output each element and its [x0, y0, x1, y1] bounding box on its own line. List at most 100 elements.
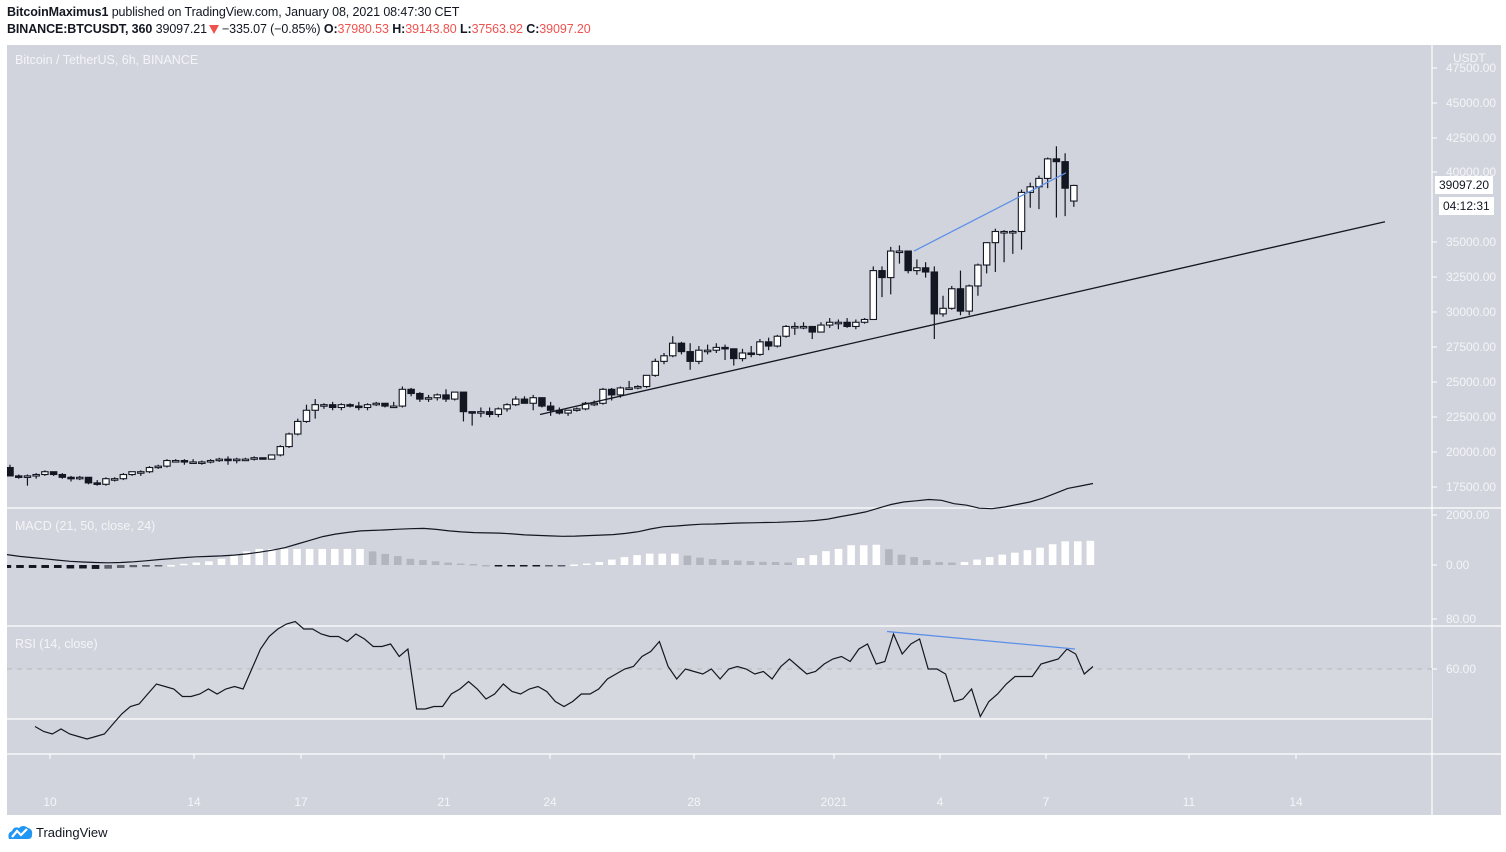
candle-down	[407, 388, 415, 395]
candle-down	[878, 270, 886, 279]
candle-up	[372, 402, 380, 406]
close-value: 39097.20	[539, 22, 591, 36]
candle-down	[921, 267, 930, 273]
candle-up	[834, 321, 843, 325]
candle-up	[215, 458, 224, 462]
chart-area[interactable]: Bitcoin / TetherUS, 6h, BINANCE MACD (21…	[7, 45, 1501, 815]
candle-up	[154, 465, 162, 469]
candle-down	[686, 351, 694, 362]
macd-line	[7, 482, 1094, 564]
candle-down	[93, 482, 101, 485]
candle-up	[738, 352, 747, 360]
macd-histogram-bar	[633, 555, 641, 565]
macd-histogram-bar	[368, 551, 377, 565]
candle-up	[76, 476, 84, 480]
candle-up	[424, 397, 433, 400]
chart-canvas[interactable]	[7, 45, 1501, 815]
macd-histogram-bar	[658, 553, 667, 565]
macd-histogram-bar	[280, 548, 289, 565]
macd-histogram-bar	[154, 565, 163, 567]
candle-up	[241, 458, 250, 462]
time-tick-label: 21	[437, 795, 451, 809]
candle-down	[49, 471, 58, 476]
macd-histogram-bar	[973, 559, 981, 565]
macd-histogram-bar	[708, 559, 717, 565]
macd-histogram-bar	[683, 555, 692, 565]
candle-up	[1017, 191, 1026, 233]
macd-histogram-bar	[7, 565, 12, 568]
rsi-line	[34, 620, 1094, 740]
candle-up	[581, 402, 590, 410]
candle-up	[782, 325, 790, 337]
currency-label: USDT	[1453, 51, 1486, 65]
candle-down	[764, 341, 773, 347]
macd-histogram-bar	[696, 557, 704, 565]
candle-up	[869, 270, 878, 321]
candle-up	[198, 461, 206, 464]
macd-histogram-bar	[28, 565, 37, 568]
macd-histogram-bar	[545, 565, 553, 567]
macd-histogram-bar	[519, 565, 528, 567]
candle-up	[852, 321, 860, 328]
indicator-tick-label: 2000.00	[1446, 508, 1490, 522]
high-value: 39143.80	[405, 22, 457, 36]
last-price: 39097.21	[155, 22, 207, 36]
candle-up	[625, 387, 633, 390]
candle-up	[32, 473, 40, 477]
macd-histogram-bar	[116, 565, 125, 568]
macd-histogram-bar	[1061, 541, 1070, 565]
candle-up	[529, 397, 537, 404]
macd-histogram-bar	[79, 565, 87, 569]
candle-down	[259, 457, 267, 460]
macd-histogram-bar	[419, 560, 427, 565]
indicator-tick-label: 60.00	[1446, 662, 1477, 676]
candle-down	[67, 476, 75, 480]
candle-down	[442, 394, 450, 400]
candle-up	[1043, 158, 1052, 179]
footer-brand[interactable]: TradingView	[7, 824, 108, 840]
high-label: H:	[392, 22, 406, 36]
author-name[interactable]: BitcoinMaximus1	[7, 5, 109, 19]
price-tick-label: 40000.00	[1446, 165, 1497, 179]
indicator-tick-label: 80.00	[1446, 612, 1477, 626]
candle-up	[145, 466, 154, 473]
macd-histogram-bar	[759, 561, 767, 565]
macd-histogram-bar	[935, 562, 944, 565]
macd-histogram-bar	[948, 562, 956, 565]
time-tick-label: 28	[687, 795, 701, 809]
macd-histogram-bar	[16, 565, 24, 568]
time-tick-label: 11	[1182, 795, 1196, 809]
candle-down	[904, 250, 912, 272]
macd-histogram-bar	[1011, 552, 1019, 565]
candle-down	[485, 411, 494, 416]
candle-down	[843, 321, 851, 328]
macd-histogram-bar	[809, 555, 818, 565]
macd-histogram-bar	[167, 565, 175, 567]
macd-histogram-bar	[431, 561, 440, 565]
time-tick-label: 14	[187, 795, 201, 809]
price-tick-label: 47500.00	[1446, 61, 1497, 75]
macd-histogram-bar	[834, 548, 843, 565]
candle-up	[703, 349, 712, 353]
published-text: published on TradingView.com, January 08…	[111, 5, 460, 19]
macd-histogram-bar	[305, 548, 314, 565]
macd-histogram-bar	[922, 560, 931, 565]
indicator-tick-label: 0.00	[1446, 558, 1470, 572]
candle-up	[267, 454, 276, 460]
macd-histogram-bar	[255, 548, 264, 565]
rsi-band	[7, 669, 1432, 719]
candle-up	[189, 461, 197, 464]
candle-down	[730, 348, 738, 360]
macd-histogram-bar	[1036, 547, 1044, 565]
candle-down	[956, 288, 965, 312]
macd-histogram-bar	[796, 558, 805, 565]
macd-histogram-bar	[872, 544, 881, 565]
macd-histogram-bar	[595, 562, 604, 565]
main-pane-title: Bitcoin / TetherUS, 6h, BINANCE	[15, 53, 199, 67]
candle-down	[459, 391, 468, 413]
macd-histogram-bar	[507, 565, 515, 567]
candle-down	[808, 325, 816, 333]
price-tick-label: 32500.00	[1446, 270, 1497, 284]
open-label: O:	[323, 22, 338, 36]
candle-down	[721, 346, 729, 350]
